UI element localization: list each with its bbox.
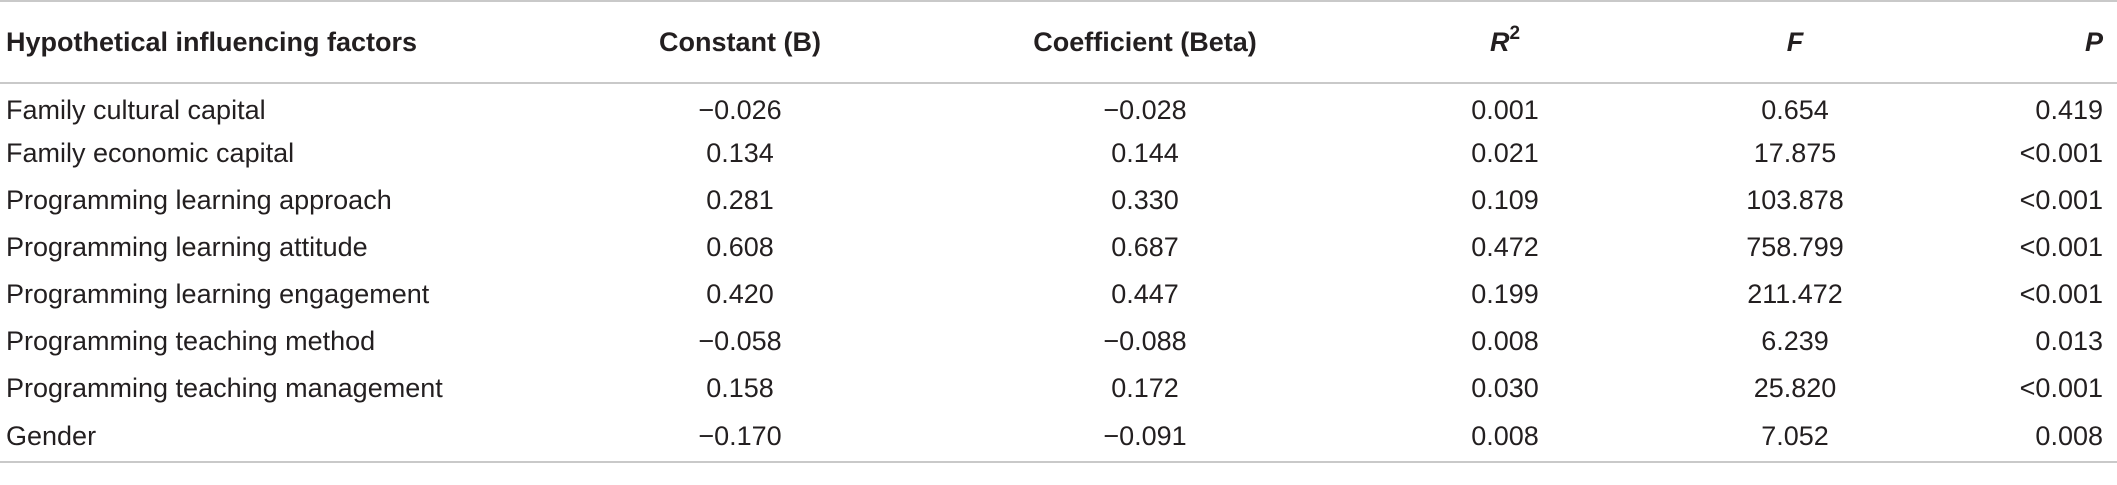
cell-p: 0.419 <box>2035 94 2103 125</box>
cell-f: 211.472 <box>1747 279 1843 309</box>
cell-p: 0.008 <box>1950 412 2117 463</box>
cell-factor: Programming teaching method <box>6 326 376 356</box>
table-body: Family cultural capital −0.026 −0.028 0.… <box>0 83 2117 463</box>
cell-f: 758.799 <box>1746 232 1844 262</box>
regression-table: Hypothetical influencing factors Constan… <box>0 0 2117 463</box>
cell-r-squared: 0.001 <box>1471 94 1539 125</box>
cell-f: 103.878 <box>1746 185 1844 215</box>
table-row: Gender −0.170 −0.091 0.008 7.052 0.008 <box>0 412 2117 463</box>
cell-coefficient: −0.088 <box>1103 326 1187 356</box>
cell-coefficient: 0.447 <box>1111 279 1179 309</box>
cell-p: <0.001 <box>2019 373 2103 403</box>
cell-p: <0.001 <box>2019 185 2103 215</box>
table-row: Programming learning approach 0.281 0.33… <box>0 177 2117 224</box>
cell-factor: Family cultural capital <box>6 94 266 125</box>
cell-constant: 0.420 <box>706 279 774 309</box>
cell-f: 17.875 <box>1753 138 1837 168</box>
header-r-squared-base: R <box>1489 26 1510 57</box>
cell-f: 6.239 <box>1761 326 1829 356</box>
cell-constant: 0.608 <box>706 232 774 262</box>
cell-factor: Programming teaching management <box>6 373 443 403</box>
cell-r-squared: 0.109 <box>1471 185 1539 215</box>
cell-f: 25.820 <box>1753 373 1837 403</box>
cell-coefficient: 0.144 <box>1111 138 1179 168</box>
header-constant: Constant (B) <box>560 0 920 84</box>
header-f: F <box>1640 0 1950 84</box>
cell-p: <0.001 <box>2019 232 2103 262</box>
cell-constant: −0.170 <box>560 412 920 463</box>
header-p: P <box>1950 0 2117 84</box>
header-row: Hypothetical influencing factors Constan… <box>0 0 2117 84</box>
table-row: Programming teaching method −0.058 −0.08… <box>0 318 2117 365</box>
cell-factor: Family economic capital <box>6 138 295 168</box>
table-row: Programming learning attitude 0.608 0.68… <box>0 224 2117 271</box>
table-header: Hypothetical influencing factors Constan… <box>0 0 2117 84</box>
cell-factor: Programming learning approach <box>6 185 392 215</box>
header-factor: Hypothetical influencing factors <box>0 0 560 84</box>
cell-constant: 0.281 <box>706 185 774 215</box>
cell-constant: −0.058 <box>698 326 782 356</box>
table-row: Family cultural capital −0.026 −0.028 0.… <box>0 83 2117 130</box>
cell-r-squared: 0.008 <box>1471 326 1539 356</box>
cell-factor: Programming learning engagement <box>6 279 430 309</box>
cell-r-squared: 0.008 <box>1370 412 1640 463</box>
header-coefficient: Coefficient (Beta) <box>920 0 1370 84</box>
cell-coefficient: −0.091 <box>920 412 1370 463</box>
cell-p: <0.001 <box>2019 138 2103 168</box>
cell-factor: Programming learning attitude <box>6 232 368 262</box>
cell-constant: −0.026 <box>698 94 782 125</box>
cell-f: 0.654 <box>1761 94 1829 125</box>
cell-coefficient: 0.687 <box>1111 232 1179 262</box>
cell-r-squared: 0.021 <box>1471 138 1539 168</box>
cell-factor: Gender <box>0 412 560 463</box>
cell-p: 0.013 <box>2035 326 2103 356</box>
cell-constant: 0.134 <box>706 138 774 168</box>
cell-coefficient: 0.330 <box>1111 185 1179 215</box>
header-r-squared-sup: 2 <box>1509 22 1521 44</box>
cell-r-squared: 0.199 <box>1471 279 1539 309</box>
cell-coefficient: −0.028 <box>1103 94 1187 125</box>
header-r-squared: R2 <box>1370 0 1640 84</box>
cell-r-squared: 0.030 <box>1471 373 1539 403</box>
table-row: Programming teaching management 0.158 0.… <box>0 365 2117 412</box>
cell-coefficient: 0.172 <box>1111 373 1179 403</box>
cell-p: <0.001 <box>2019 279 2103 309</box>
cell-f: 7.052 <box>1640 412 1950 463</box>
table-row: Family economic capital 0.134 0.144 0.02… <box>0 130 2117 177</box>
table-row: Programming learning engagement 0.420 0.… <box>0 271 2117 318</box>
cell-constant: 0.158 <box>706 373 774 403</box>
cell-r-squared: 0.472 <box>1471 232 1539 262</box>
